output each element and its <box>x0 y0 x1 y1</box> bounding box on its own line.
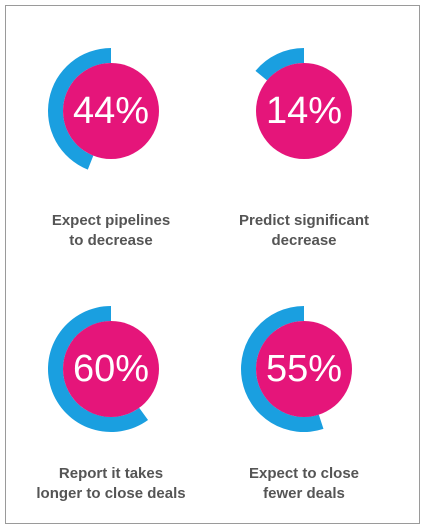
caption-line-2: longer to close deals <box>36 485 186 502</box>
caption-line-1: Report it takes <box>58 465 164 482</box>
caption-line-1: Predict significant <box>238 212 370 229</box>
infographic-frame: 44% Expect pipelines to decrease 14% Pre… <box>5 5 420 524</box>
donut-chart-pipelines: 44% <box>48 48 159 170</box>
donut-chart-longer-close: 60% <box>48 306 159 432</box>
caption-line-1: Expect pipelines <box>51 212 171 229</box>
disc-longer-close <box>63 321 159 417</box>
ring-arc-longer-close <box>48 306 149 432</box>
disc-significant <box>256 63 352 159</box>
disc-pipelines <box>63 63 159 159</box>
ring-arc-pipelines <box>48 48 111 170</box>
percent-label-significant: 14% <box>266 90 342 132</box>
caption-longer-close: Report it takes longer to close deals <box>6 464 216 504</box>
caption-line-2: fewer deals <box>263 485 345 502</box>
ring-arc-significant <box>255 48 304 81</box>
percent-label-fewer-deals: 55% <box>266 348 342 390</box>
donut-chart-fewer-deals: 55% <box>241 306 352 432</box>
caption-pipelines: Expect pipelines to decrease <box>6 211 216 251</box>
disc-fewer-deals <box>256 321 352 417</box>
percent-label-pipelines: 44% <box>73 90 149 132</box>
caption-significant: Predict significant decrease <box>199 211 409 251</box>
percent-label-longer-close: 60% <box>73 348 149 390</box>
donut-chart-significant: 14% <box>255 48 352 159</box>
ring-arc-fewer-deals <box>241 306 324 432</box>
caption-fewer-deals: Expect to close fewer deals <box>199 464 409 504</box>
caption-line-2: decrease <box>271 232 337 249</box>
caption-line-1: Expect to close <box>248 465 360 482</box>
caption-line-2: to decrease <box>69 232 153 249</box>
